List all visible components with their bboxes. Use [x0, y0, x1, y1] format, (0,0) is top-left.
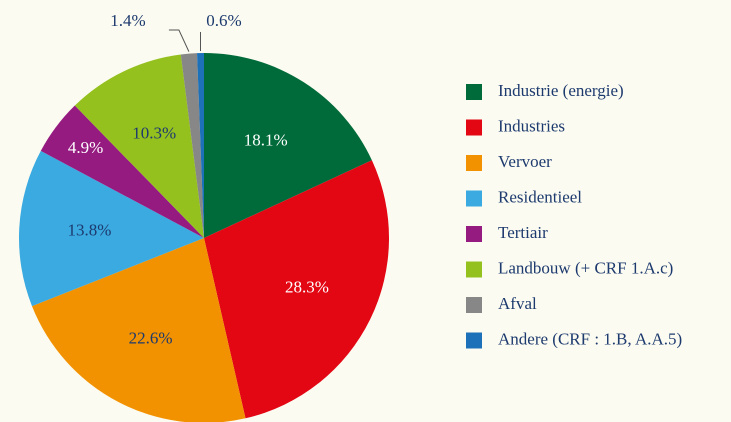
slice-label: 10.3% [132, 124, 176, 143]
legend-swatch [466, 155, 482, 171]
slice-label: 28.3% [285, 277, 329, 296]
pie-slice [204, 53, 372, 238]
legend-swatch [466, 297, 482, 313]
pie-slice [197, 53, 204, 238]
legend-label: Afval [498, 294, 537, 313]
legend-label: Industries [498, 116, 565, 135]
legend-swatch [466, 332, 482, 349]
legend-label: Industrie (energie) [498, 81, 624, 100]
pie-slice [18, 150, 204, 307]
legend-swatch [466, 261, 482, 278]
slice-label: 18.1% [244, 130, 288, 149]
pie-slice [40, 105, 204, 238]
legend-swatch [466, 84, 482, 100]
legend-label: Landbouw (+ CRF 1.A.c) [498, 258, 673, 277]
legend-swatch [466, 226, 482, 242]
pie-slice [204, 160, 389, 419]
legend-label: Andere (CRF : 1.B, A.A.5) [498, 329, 682, 348]
leader-line [168, 29, 190, 52]
legend-label: Vervoer [498, 152, 552, 171]
legend-label: Residentieel [498, 187, 582, 206]
legend-swatch [466, 190, 482, 207]
pie-slice [74, 54, 204, 239]
pie-slice [180, 53, 204, 239]
legend-label: Tertiair [498, 223, 548, 242]
pie-slice [31, 238, 246, 422]
slice-label: 22.6% [129, 328, 173, 347]
slice-label: 0.6% [206, 11, 241, 30]
slice-label: 4.9% [68, 138, 103, 157]
legend-swatch [466, 119, 482, 136]
slice-label: 13.8% [68, 220, 112, 239]
slice-label: 1.4% [110, 11, 145, 30]
